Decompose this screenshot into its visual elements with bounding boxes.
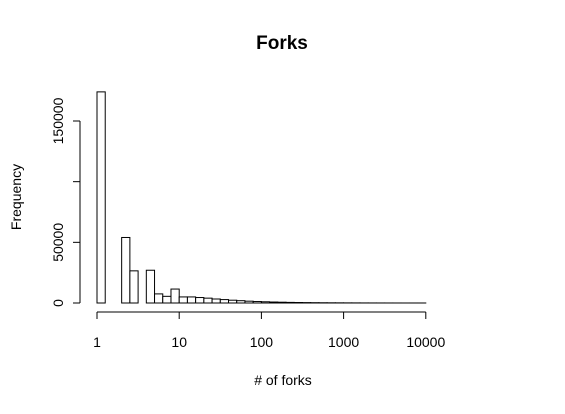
histogram-bar xyxy=(178,296,188,304)
histogram-bar xyxy=(244,300,254,304)
bars-group xyxy=(96,91,427,304)
histogram-bar xyxy=(145,269,156,304)
histogram-bar xyxy=(260,301,271,304)
y-axis: 0 50000 150000 xyxy=(50,97,81,307)
x-tick-label: 1 xyxy=(93,334,101,350)
histogram-bar xyxy=(170,288,180,304)
histogram-bar xyxy=(121,236,131,304)
x-axis: 1 10 100 1000 10000 xyxy=(93,311,445,350)
y-tick-label: 150000 xyxy=(50,97,66,144)
histogram-bar xyxy=(252,301,262,304)
histogram-bar xyxy=(96,91,106,304)
histogram-bar xyxy=(285,301,295,304)
histogram-bar xyxy=(129,270,139,304)
histogram-bar xyxy=(219,299,230,304)
histogram-bar xyxy=(277,301,287,304)
x-tick-label: 100 xyxy=(250,334,274,350)
histogram-bar xyxy=(211,298,221,304)
histogram-bar xyxy=(186,296,197,304)
y-tick-label: 50000 xyxy=(50,223,66,262)
x-axis-label: # of forks xyxy=(254,372,312,388)
x-tick-label: 10 xyxy=(171,334,187,350)
chart-title: Forks xyxy=(256,33,308,54)
histogram-bar xyxy=(236,300,246,304)
histogram-bar xyxy=(162,295,172,304)
histogram-bar xyxy=(228,299,238,304)
y-tick-label: 0 xyxy=(50,299,66,307)
y-axis-label: Frequency xyxy=(8,164,24,230)
x-tick-label: 10000 xyxy=(406,334,445,350)
histogram-bar xyxy=(195,297,205,304)
histogram-bar xyxy=(203,297,213,304)
histogram-bar xyxy=(269,301,279,304)
x-tick-label: 1000 xyxy=(328,334,359,350)
histogram-bar xyxy=(154,293,164,304)
